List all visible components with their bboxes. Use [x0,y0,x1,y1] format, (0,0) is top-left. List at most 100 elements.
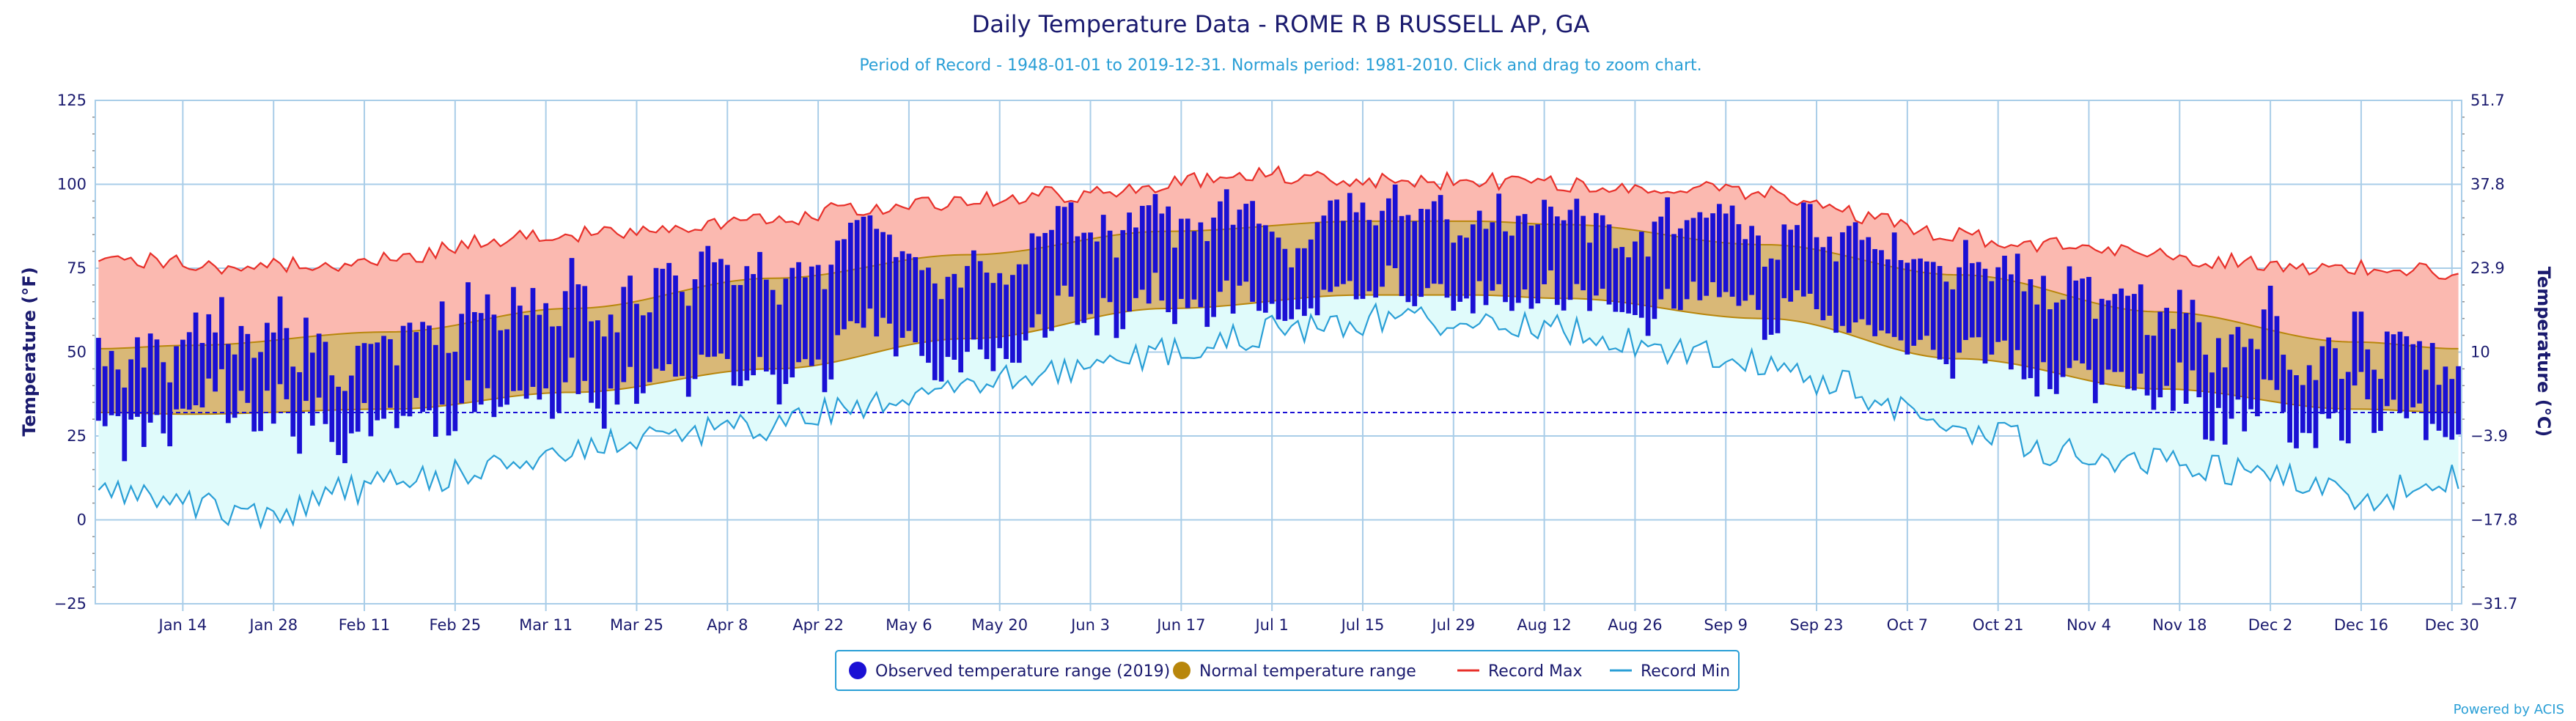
observed-bar[interactable] [1866,237,1872,325]
observed-bar[interactable] [1334,199,1339,287]
observed-bar[interactable] [880,232,886,318]
observed-bar[interactable] [1535,224,1541,303]
observed-bar[interactable] [1756,235,1761,310]
observed-bar[interactable] [2242,347,2248,432]
observed-bar[interactable] [2073,280,2079,361]
observed-bar[interactable] [2410,344,2416,407]
observed-bar[interactable] [952,273,957,360]
observed-bar[interactable] [1957,267,1962,353]
observed-bar[interactable] [1230,224,1236,314]
observed-bar[interactable] [2274,316,2280,391]
observed-bar[interactable] [712,262,717,357]
observed-bar[interactable] [1690,218,1696,282]
observed-bar[interactable] [815,265,821,360]
observed-bar[interactable] [1399,215,1405,297]
observed-bar[interactable] [491,314,497,418]
observed-bar[interactable] [199,343,205,408]
observed-bar[interactable] [1509,235,1515,311]
observed-bar[interactable] [640,315,646,393]
observed-bar[interactable] [1405,215,1411,303]
observed-bar[interactable] [1204,241,1210,328]
legend-observed-label[interactable]: Observed temperature range (2019) [875,662,1170,681]
observed-bar[interactable] [2255,349,2260,417]
observed-bar[interactable] [575,284,581,394]
observed-bar[interactable] [413,332,419,399]
observed-bar[interactable] [1859,240,1865,319]
observed-bar[interactable] [647,312,652,382]
observed-bar[interactable] [446,352,452,436]
observed-bar[interactable] [355,345,361,432]
observed-bar[interactable] [1911,259,1917,346]
observed-bar[interactable] [1937,266,1943,360]
observed-bar[interactable] [608,314,614,389]
observed-bar[interactable] [938,299,944,382]
observed-bar[interactable] [984,273,990,360]
observed-bar[interactable] [2222,367,2228,445]
observed-bar[interactable] [835,240,840,336]
observed-bar[interactable] [245,333,251,403]
observed-bar[interactable] [1982,268,1988,364]
observed-bar[interactable] [407,322,413,417]
observed-bar[interactable] [290,366,296,437]
observed-bar[interactable] [1483,229,1489,306]
observed-bar[interactable] [861,216,866,328]
observed-bar[interactable] [783,278,789,385]
observed-bar[interactable] [1444,219,1450,298]
legend-normal-label[interactable]: Normal temperature range [1199,662,1416,681]
observed-bar[interactable] [2417,341,2422,404]
observed-bar[interactable] [582,286,588,381]
observed-bar[interactable] [1736,223,1742,306]
plot-area[interactable] [92,100,2465,604]
observed-bar[interactable] [141,367,147,447]
observed-bar[interactable] [1729,205,1735,297]
observed-bar[interactable] [1328,200,1333,292]
observed-bar[interactable] [692,279,698,380]
observed-bar[interactable] [680,292,685,377]
observed-bar[interactable] [329,375,335,443]
observed-bar[interactable] [96,338,101,421]
observed-bar[interactable] [2423,369,2429,440]
observed-bar[interactable] [847,222,853,322]
observed-bar[interactable] [2248,339,2253,410]
observed-bar[interactable] [1127,212,1132,312]
observed-bar[interactable] [1392,184,1398,269]
observed-bar[interactable] [1723,213,1729,292]
observed-bar[interactable] [1295,248,1300,310]
observed-bar[interactable] [763,279,769,371]
observed-bar[interactable] [2436,385,2442,431]
observed-bar[interactable] [634,303,639,404]
observed-bar[interactable] [2339,379,2344,441]
observed-bar[interactable] [517,306,523,391]
observed-bar[interactable] [381,336,386,419]
observed-bar[interactable] [1704,218,1710,296]
observed-bar[interactable] [135,337,140,417]
observed-bar[interactable] [1633,241,1638,316]
observed-bar[interactable] [1431,201,1437,284]
observed-bar[interactable] [465,282,471,381]
observed-bar[interactable] [2378,379,2383,432]
observed-bar[interactable] [439,301,445,405]
observed-bar[interactable] [498,330,504,407]
observed-bar[interactable] [562,291,568,382]
observed-bar[interactable] [1600,215,1605,289]
observed-bar[interactable] [2008,274,2014,370]
observed-bar[interactable] [1159,213,1165,301]
observed-bar[interactable] [1133,227,1138,298]
observed-bar[interactable] [1412,221,1418,306]
observed-bar[interactable] [1373,225,1379,298]
observed-bar[interactable] [977,261,983,350]
observed-bar[interactable] [2151,336,2157,410]
observed-bar[interactable] [1211,217,1216,317]
observed-bar[interactable] [2215,338,2221,408]
observed-bar[interactable] [2429,343,2435,424]
observed-bar[interactable] [1879,250,1884,331]
observed-bar[interactable] [2028,279,2034,379]
observed-bar[interactable] [1898,259,1904,341]
observed-bar[interactable] [297,371,302,454]
observed-bar[interactable] [1100,215,1106,298]
observed-bar[interactable] [724,265,730,359]
observed-bar[interactable] [2300,385,2305,433]
observed-bar[interactable] [1081,232,1087,323]
observed-bar[interactable] [1613,248,1619,312]
observed-bar[interactable] [115,369,121,416]
